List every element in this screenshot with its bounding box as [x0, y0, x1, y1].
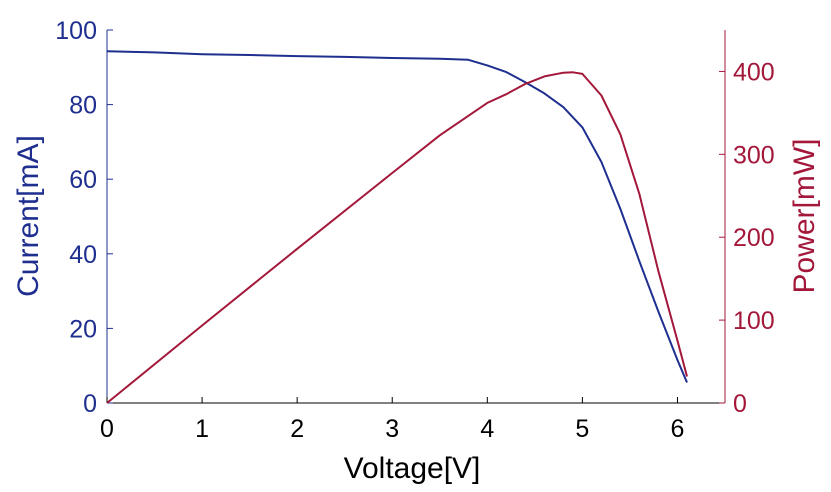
- left-y-axis-title: Current[mA]: [12, 135, 45, 297]
- x-tick-label: 1: [195, 415, 209, 443]
- left-y-tick-label: 80: [69, 92, 97, 120]
- right-y-tick-label: 200: [733, 224, 775, 252]
- left-y-tick-label: 40: [69, 241, 97, 269]
- x-tick-label: 6: [671, 415, 685, 443]
- left-y-tick-label: 100: [55, 17, 97, 45]
- left-y-tick-label: 0: [83, 390, 97, 418]
- x-tick-label: 4: [480, 415, 494, 443]
- right-y-tick-label: 300: [733, 141, 775, 169]
- x-ticks: 0 1 2 3 4 5 6: [100, 397, 684, 443]
- right-y-axis-title: Power[mW]: [788, 138, 821, 293]
- x-tick-label: 3: [385, 415, 399, 443]
- x-tick-label: 2: [290, 415, 304, 443]
- left-y-ticks: 0 20 40 60 80 100: [55, 17, 113, 418]
- x-tick-label: 5: [575, 415, 589, 443]
- series-layer: [106, 50, 688, 404]
- right-y-tick-label: 0: [733, 390, 747, 418]
- right-y-tick-label: 100: [733, 307, 775, 335]
- power-series-line: [106, 71, 688, 404]
- left-y-tick-label: 60: [69, 166, 97, 194]
- left-y-tick-label: 20: [69, 315, 97, 343]
- x-tick-label: 0: [100, 415, 114, 443]
- plot-frame: [106, 30, 726, 404]
- current-series-line: [106, 50, 688, 383]
- right-y-tick-label: 400: [733, 58, 775, 86]
- right-y-ticks: 0 100 200 300 400: [719, 58, 775, 418]
- x-axis-title: Voltage[V]: [344, 452, 481, 485]
